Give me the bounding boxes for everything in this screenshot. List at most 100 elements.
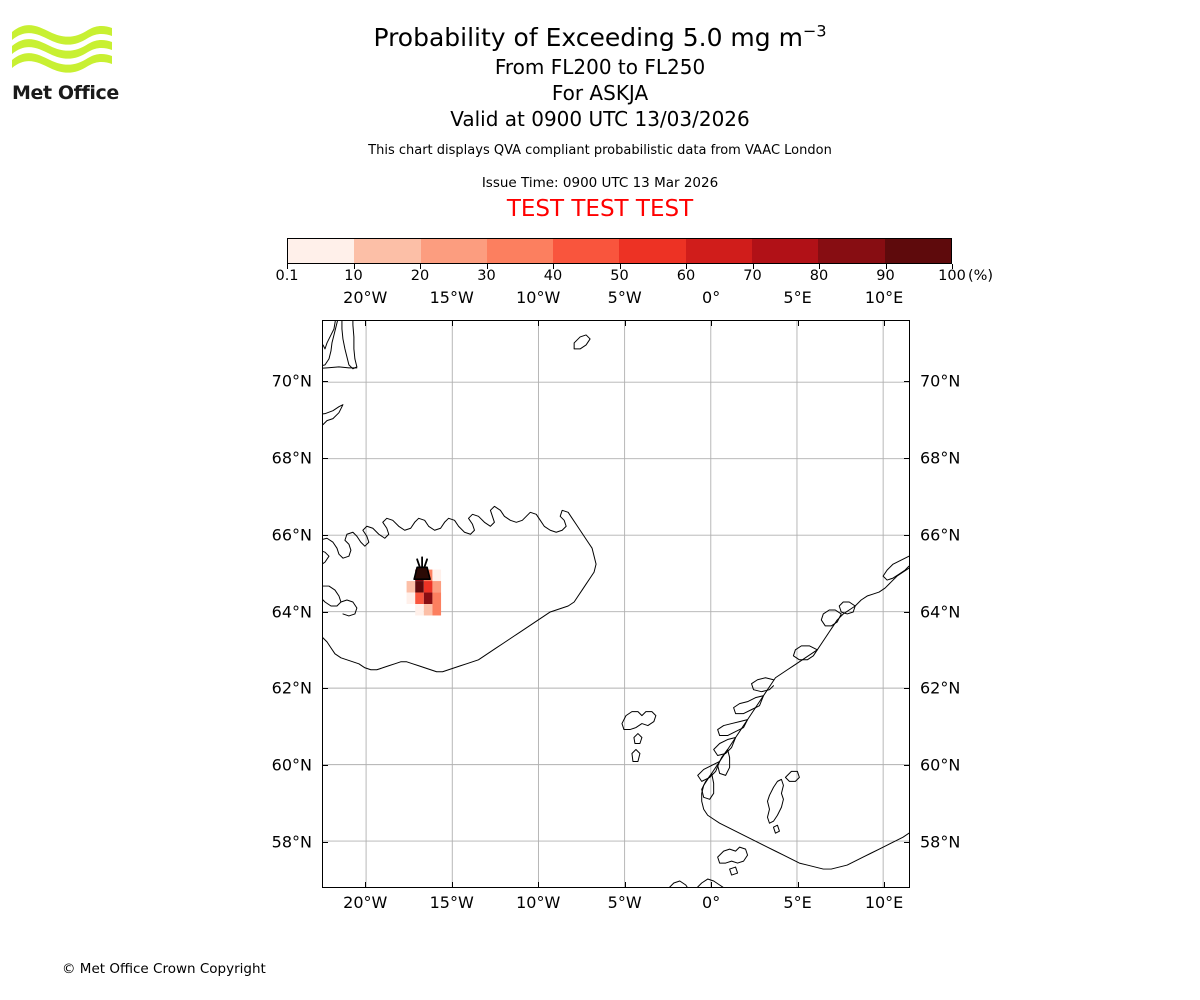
colorbar-tick — [287, 264, 288, 269]
lat-tick-label-right: 64°N — [920, 602, 961, 622]
volcano-name-line: For ASKJA — [551, 81, 649, 105]
colorbar-tick — [486, 264, 488, 269]
lat-tickmark — [904, 534, 910, 536]
probability-cell — [415, 604, 424, 616]
lat-tick-label-left: 64°N — [271, 602, 312, 622]
colorbar-segment — [288, 239, 355, 263]
issue-time-line: Issue Time: 0900 UTC 13 Mar 2026 — [481, 175, 719, 191]
probability-cell — [432, 604, 442, 616]
colorbar-tick — [686, 264, 687, 269]
colorbar-segment — [420, 239, 487, 263]
lon-tick-label-top: 5°W — [607, 288, 642, 307]
lon-tickmark — [365, 882, 367, 888]
colorbar-tick — [619, 264, 621, 269]
met-office-logo: Met Office — [12, 22, 132, 117]
page-title: Probability of Exceeding 5.0 mg m−3 — [140, 22, 1060, 54]
lon-tick-label-top: 5°E — [783, 288, 812, 307]
probability-cell — [432, 581, 442, 593]
copyright-notice: © Met Office Crown Copyright — [62, 961, 266, 977]
flight-level-line: From FL200 to FL250 — [494, 55, 706, 79]
lat-tick-label-left: 60°N — [271, 755, 312, 775]
lon-tickmark — [451, 320, 453, 326]
colorbar-segment — [553, 239, 620, 263]
colorbar-tick-label: 100 — [938, 268, 966, 284]
lon-tickmark — [624, 320, 626, 326]
page-title-exponent: −3 — [802, 21, 827, 41]
colorbar-tick — [885, 264, 887, 269]
lat-tick-label-left: 68°N — [271, 448, 312, 468]
colorbar-tick-label: 10 — [344, 268, 363, 284]
lat-tick-label-right: 66°N — [920, 525, 961, 545]
colorbar-segment — [486, 239, 554, 263]
colorbar-segment — [884, 239, 951, 263]
probability-cell — [415, 592, 424, 604]
colorbar-tick-label: 50 — [610, 268, 629, 284]
lat-tick-label-right: 58°N — [920, 832, 961, 852]
valid-time-line: Valid at 0900 UTC 13/03/2026 — [450, 107, 750, 131]
lat-tick-label-right: 68°N — [920, 448, 961, 468]
lat-tick-label-right: 70°N — [920, 371, 961, 391]
lon-tickmark — [711, 320, 713, 326]
lon-tickmark — [711, 882, 713, 888]
lon-tickmark — [451, 882, 453, 888]
colorbar-tick-label: 20 — [410, 268, 430, 284]
lat-tick-label-left: 66°N — [271, 525, 312, 545]
lat-tickmark — [904, 841, 910, 843]
lon-tick-label-bottom: 5°W — [607, 893, 642, 912]
colorbar-units-label: (%) — [968, 268, 994, 284]
probability-cell — [423, 592, 433, 604]
lon-tick-label-bottom: 10°W — [516, 893, 561, 912]
lon-tick-label-bottom: 20°W — [343, 893, 388, 912]
probability-cell — [432, 569, 442, 582]
lat-tickmark — [904, 611, 910, 613]
lat-tick-label-left: 70°N — [271, 371, 312, 391]
volcano-icon — [413, 556, 431, 581]
lat-tickmark — [904, 381, 910, 383]
lon-tick-label-bottom: 15°W — [429, 893, 474, 912]
qva-compliance-note: This chart displays QVA compliant probab… — [368, 143, 832, 158]
lat-tickmark — [904, 458, 910, 460]
lon-tick-label-top: 20°W — [343, 288, 388, 307]
lat-tick-label-right: 62°N — [920, 678, 961, 698]
lon-tick-label-bottom: 10°E — [864, 893, 904, 912]
colorbar-segment — [818, 239, 885, 263]
lat-tickmark — [322, 841, 328, 843]
colorbar-segment — [752, 239, 819, 263]
lon-tickmark — [884, 320, 886, 326]
lat-tick-label-left: 62°N — [271, 678, 312, 698]
colorbar-tick-label: 70 — [743, 268, 762, 284]
lat-tick-label-right: 60°N — [920, 755, 961, 775]
lat-tickmark — [322, 534, 328, 536]
colorbar-segment — [619, 239, 686, 263]
lon-tick-label-top: 15°W — [429, 288, 474, 307]
met-office-wave-icon — [12, 25, 112, 73]
probability-cell — [423, 604, 433, 616]
lon-tickmark — [884, 882, 886, 888]
colorbar-tick — [353, 264, 355, 269]
colorbar-segment — [354, 239, 421, 263]
map-panel[interactable] — [322, 320, 910, 888]
lon-tickmark — [624, 882, 626, 888]
colorbar-tick-label: 80 — [809, 268, 829, 284]
colorbar-tick — [420, 264, 421, 269]
lon-tickmark — [538, 320, 540, 326]
colorbar-segment — [685, 239, 753, 263]
lon-tickmark — [797, 320, 799, 326]
lon-tick-label-bottom: 5°E — [783, 893, 812, 912]
lat-tickmark — [322, 765, 328, 767]
lat-tickmark — [904, 765, 910, 767]
lat-tickmark — [322, 381, 328, 383]
lon-tickmark — [365, 320, 367, 326]
colorbar-tick-label: 30 — [477, 268, 496, 284]
lat-tick-label-left: 58°N — [271, 832, 312, 852]
probability-cell — [423, 581, 433, 593]
probability-cell — [406, 581, 416, 593]
page-title-text: Probability of Exceeding 5.0 mg m — [373, 23, 803, 52]
met-office-logo-text: Met Office — [12, 82, 119, 104]
lon-tickmark — [797, 882, 799, 888]
probability-cell — [415, 581, 424, 593]
colorbar-tick — [819, 264, 820, 269]
lat-tickmark — [322, 688, 328, 690]
lon-tick-label-top: 10°W — [516, 288, 561, 307]
map-canvas — [323, 321, 909, 887]
